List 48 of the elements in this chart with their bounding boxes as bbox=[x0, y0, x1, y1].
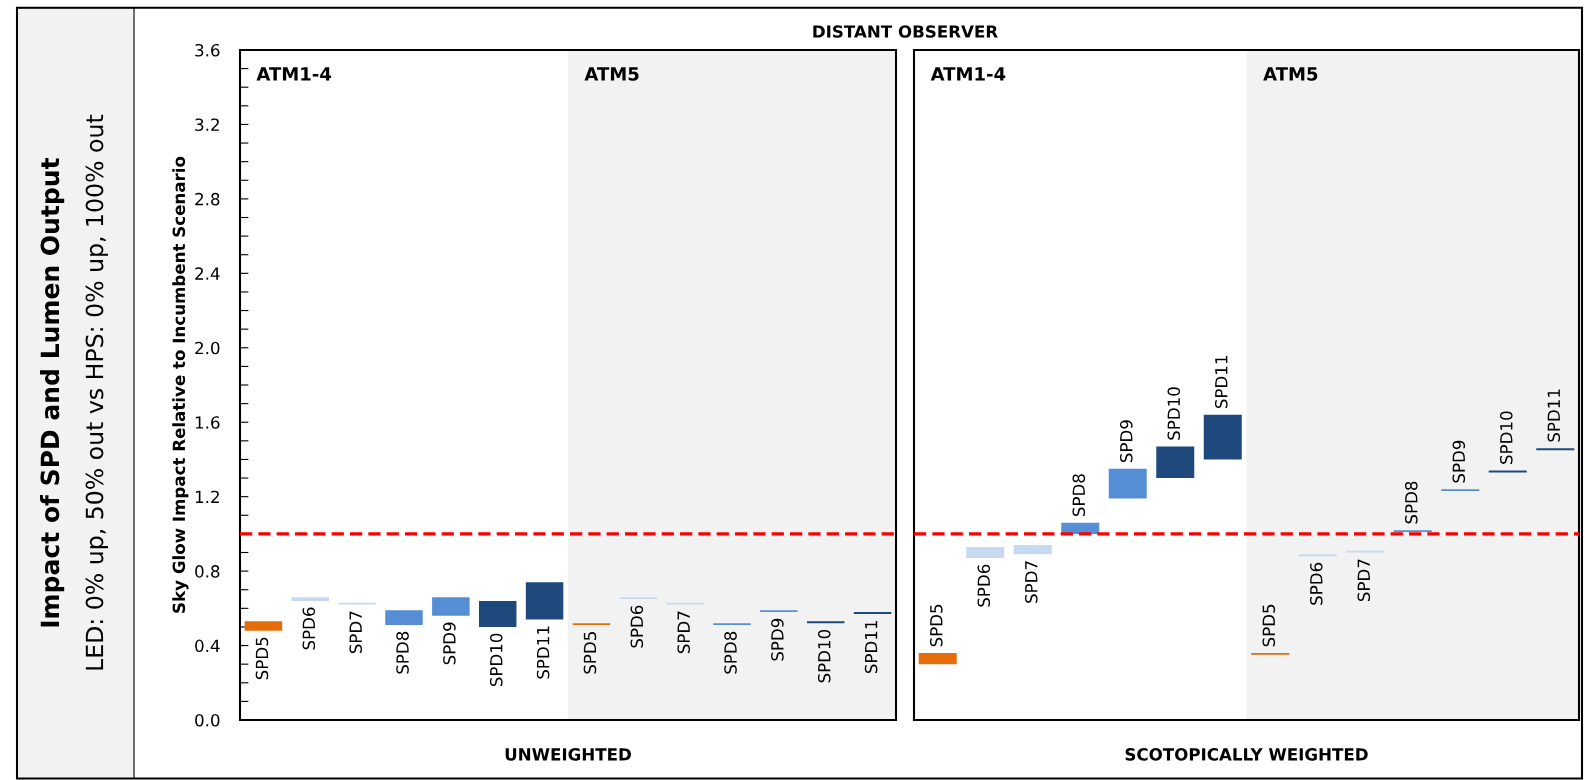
category-label: SPD11 bbox=[1547, 389, 1561, 442]
category-label: SPD6 bbox=[630, 605, 644, 648]
category-label: SPD11 bbox=[864, 621, 878, 674]
category-label: SPD10 bbox=[817, 629, 831, 683]
category-label: SPD5 bbox=[583, 632, 597, 674]
category-label: SPD11 bbox=[536, 626, 550, 679]
annotation: ATM5 bbox=[1263, 67, 1318, 81]
text: Impact of SPD and Lumen Output bbox=[40, 158, 65, 627]
category-label: SPD8 bbox=[1072, 474, 1086, 517]
category-label: SPD11 bbox=[1214, 356, 1228, 409]
annotation: ATM5 bbox=[584, 67, 639, 81]
category-label: SPD9 bbox=[771, 618, 784, 661]
category-label: SPD8 bbox=[1404, 481, 1418, 524]
category-label: SPD5 bbox=[255, 637, 269, 680]
y-tick-label: 3.6 bbox=[195, 43, 220, 57]
category-label: SPD7 bbox=[1357, 559, 1371, 602]
y-tick-label: 1.6 bbox=[195, 416, 220, 429]
y-tick-label: 2.0 bbox=[195, 341, 220, 355]
category-label: SPD6 bbox=[977, 564, 991, 607]
y-tick-label: 1.2 bbox=[195, 490, 219, 503]
y-tick-label: 0.0 bbox=[195, 713, 220, 727]
y-tick-label: 2.4 bbox=[195, 267, 220, 280]
y-tick-label: 0.4 bbox=[195, 639, 220, 653]
category-label: SPD7 bbox=[349, 611, 362, 654]
category-label: SPD9 bbox=[443, 622, 456, 665]
category-label: SPD8 bbox=[724, 631, 737, 674]
annotation: ATM1-4 bbox=[930, 67, 1006, 81]
x-axis-title: SCOTOPICALLY WEIGHTED bbox=[1125, 748, 1368, 761]
category-label: SPD8 bbox=[396, 631, 409, 674]
category-label: SPD7 bbox=[677, 611, 690, 654]
category-label: SPD6 bbox=[302, 607, 316, 650]
category-label: SPD10 bbox=[1499, 411, 1513, 464]
x-axis-title: UNWEIGHTED bbox=[505, 748, 631, 761]
text: LED: 0% up, 50% out vs HPS: 0% up, 100% out bbox=[85, 114, 108, 670]
annotation: ATM1-4 bbox=[256, 67, 332, 81]
y-tick-label: 2.8 bbox=[195, 192, 220, 206]
category-label: SPD9 bbox=[1452, 440, 1466, 483]
y-tick-label: 0.8 bbox=[195, 565, 220, 578]
chart-title: DISTANT OBSERVER bbox=[813, 25, 998, 38]
category-label: SPD7 bbox=[1024, 561, 1038, 603]
category-label: SPD5 bbox=[929, 604, 943, 647]
category-label: SPD9 bbox=[1119, 420, 1133, 463]
category-label: SPD5 bbox=[1262, 604, 1276, 647]
category-label: SPD10 bbox=[489, 633, 503, 687]
y-tick-label: 3.2 bbox=[195, 118, 219, 132]
y-axis-title: Sky Glow Impact Relative to Incumbent Scenario bbox=[172, 156, 189, 613]
category-label: SPD10 bbox=[1167, 387, 1181, 440]
category-label: SPD6 bbox=[1309, 562, 1323, 605]
